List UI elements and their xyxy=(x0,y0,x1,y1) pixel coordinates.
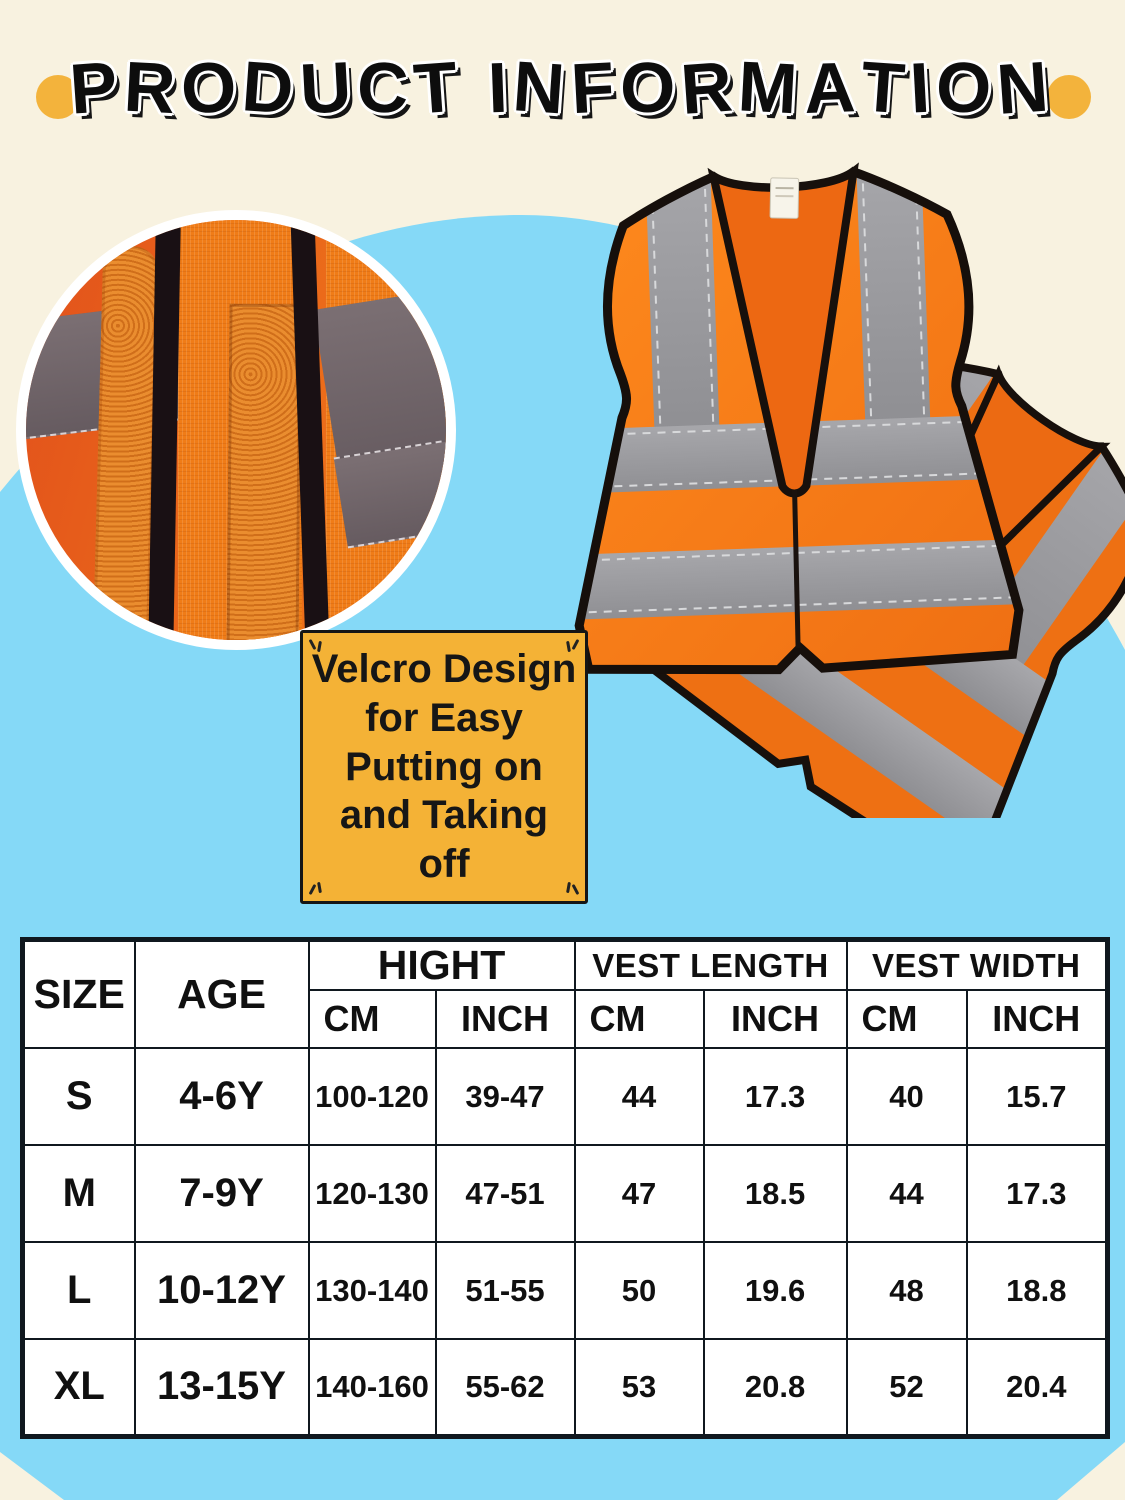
table-row: L 10-12Y 130-140 51-55 50 19.6 48 18.8 xyxy=(21,1241,1109,1340)
subheader-cm: CM xyxy=(307,989,437,1049)
subheader-inch: INCH xyxy=(702,989,848,1049)
table-row: S 4-6Y 100-120 39-47 44 17.3 40 15.7 xyxy=(21,1047,1109,1146)
cell-vest-width-cm: 40 xyxy=(845,1047,968,1146)
cell-vest-length-inch: 20.8 xyxy=(702,1338,848,1437)
cell-hight-cm: 130-140 xyxy=(307,1241,437,1340)
cell-vest-length-cm: 44 xyxy=(573,1047,705,1146)
cell-vest-length-cm: 53 xyxy=(573,1338,705,1437)
subheader-cm: CM xyxy=(845,989,968,1049)
cell-age: 7-9Y xyxy=(133,1144,310,1243)
cell-age: 10-12Y xyxy=(133,1241,310,1340)
cell-hight-cm: 140-160 xyxy=(307,1338,437,1437)
cell-hight-inch: 55-62 xyxy=(434,1338,576,1437)
decor-dot-right xyxy=(1047,75,1091,119)
velcro-patch xyxy=(226,303,302,640)
cell-size: L xyxy=(21,1241,136,1340)
cell-age: 4-6Y xyxy=(133,1047,310,1146)
table-header-row: SIZE AGE HIGHT VEST LENGTH VEST WIDTH xyxy=(21,938,1109,1049)
vest-neck-tag xyxy=(769,177,800,219)
cell-hight-cm: 100-120 xyxy=(307,1047,437,1146)
cell-vest-length-cm: 47 xyxy=(573,1144,705,1243)
safety-vests-photo xyxy=(520,148,1125,818)
subheader-inch: INCH xyxy=(434,989,576,1049)
cell-vest-width-cm: 48 xyxy=(845,1241,968,1340)
size-chart-table: SIZE AGE HIGHT VEST LENGTH VEST WIDTH CM… xyxy=(20,937,1111,1439)
cell-vest-width-inch: 15.7 xyxy=(965,1047,1109,1146)
velcro-callout: Velcro Design for Easy Putting on and Ta… xyxy=(300,630,588,904)
vest-neck-opening xyxy=(707,162,859,498)
cell-hight-inch: 51-55 xyxy=(434,1241,576,1340)
page-title: PRODUCT INFORMATION xyxy=(67,47,1058,130)
col-header-vest-width: VEST WIDTH xyxy=(845,938,1109,991)
col-header-vest-length: VEST LENGTH xyxy=(573,938,848,991)
col-header-age: AGE xyxy=(133,938,310,1049)
cell-vest-width-inch: 17.3 xyxy=(965,1144,1109,1243)
decor-dot-left xyxy=(36,75,80,119)
table-row: M 7-9Y 120-130 47-51 47 18.5 44 17.3 xyxy=(21,1144,1109,1243)
cell-size: S xyxy=(21,1047,136,1146)
cell-vest-length-inch: 17.3 xyxy=(702,1047,848,1146)
cell-vest-width-cm: 44 xyxy=(845,1144,968,1243)
subheader-cm: CM xyxy=(573,989,705,1049)
cell-age: 13-15Y xyxy=(133,1338,310,1437)
cell-size: XL xyxy=(21,1338,136,1437)
cell-hight-inch: 47-51 xyxy=(434,1144,576,1243)
front-vest xyxy=(520,148,1077,710)
subheader-inch: INCH xyxy=(965,989,1109,1049)
cell-vest-length-inch: 18.5 xyxy=(702,1144,848,1243)
velcro-closeup-photo xyxy=(16,210,456,650)
cell-size: M xyxy=(21,1144,136,1243)
cell-vest-length-inch: 19.6 xyxy=(702,1241,848,1340)
cell-hight-cm: 120-130 xyxy=(307,1144,437,1243)
table-row: XL 13-15Y 140-160 55-62 53 20.8 52 20.4 xyxy=(21,1338,1109,1437)
cell-vest-width-cm: 52 xyxy=(845,1338,968,1437)
col-header-hight: HIGHT xyxy=(307,938,576,991)
table-subheader-row: CM INCH CM INCH CM INCH xyxy=(23,989,1109,1049)
col-header-size: SIZE xyxy=(21,938,136,1049)
cell-vest-length-cm: 50 xyxy=(573,1241,705,1340)
cell-vest-width-inch: 18.8 xyxy=(965,1241,1109,1340)
cell-hight-inch: 39-47 xyxy=(434,1047,576,1146)
callout-text: Velcro Design for Easy Putting on and Ta… xyxy=(311,647,577,887)
cell-vest-width-inch: 20.4 xyxy=(965,1338,1109,1437)
